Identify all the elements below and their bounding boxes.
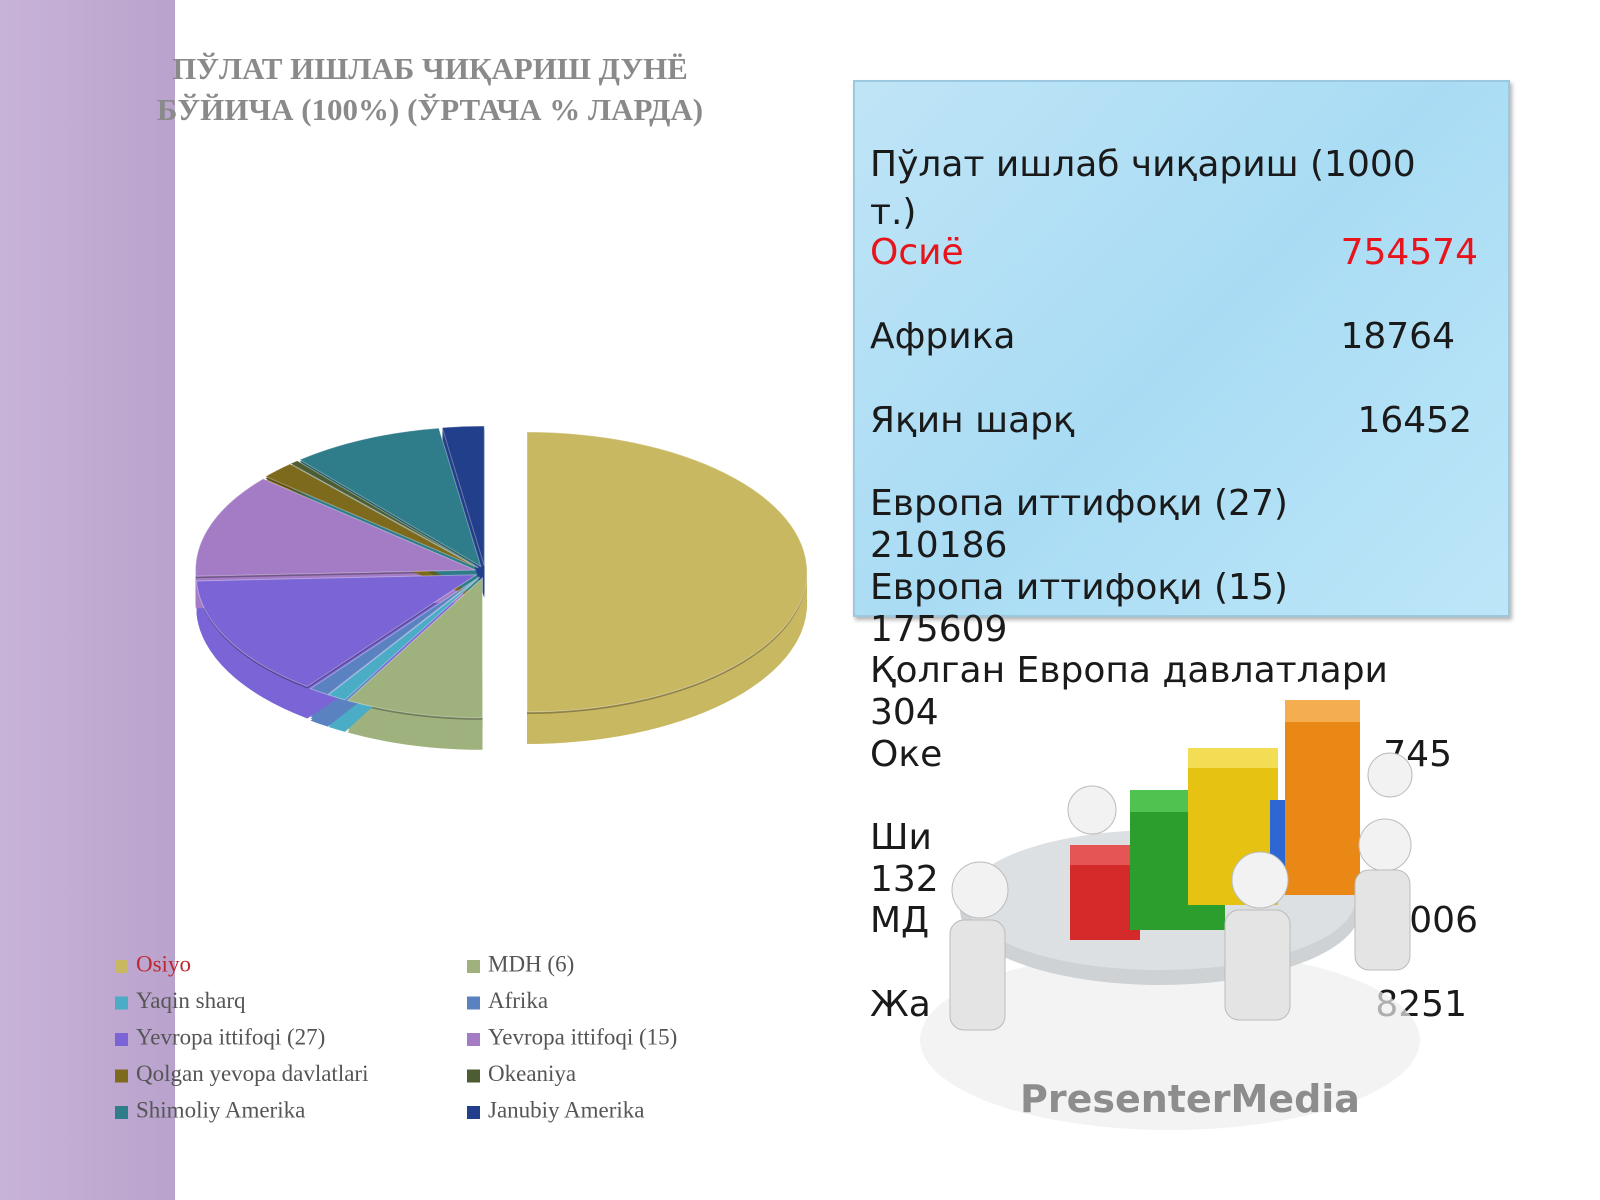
pie-slice (327, 576, 481, 701)
row-label: Европа иттифоқи (27) (870, 483, 1288, 524)
pie-slice (289, 460, 479, 568)
legend-swatch (467, 1106, 480, 1119)
legend-label: MDH (6) (488, 951, 574, 976)
legend-label: Yevropa ittifoqi (15) (488, 1024, 677, 1049)
legend-label: Janubiy Amerika (488, 1097, 645, 1122)
legend-swatch (115, 1069, 128, 1083)
row-label: Осиё (870, 232, 964, 273)
pie-slice (264, 463, 479, 569)
row-value: 304 (870, 692, 939, 733)
legend-swatch (467, 960, 480, 973)
row-label: Европа иттифоқи (15) (870, 567, 1288, 608)
row-label: Ши (870, 817, 932, 858)
row-value: 175609 (870, 609, 1008, 650)
legend-label: Okeaniya (488, 1061, 576, 1086)
row-value: 132 (870, 859, 939, 900)
row-label: МД (870, 900, 930, 941)
side-strip (0, 0, 175, 1200)
legend-swatch (115, 996, 128, 1010)
pie-slice (298, 427, 482, 568)
text-box-title: Пўлат ишлаб чиқариш (1000 т.) (870, 144, 1416, 233)
watermark: PresenterMedia (1020, 1077, 1360, 1121)
row-label: Жа (870, 984, 931, 1025)
pie-slice (526, 431, 808, 713)
pie-slice (309, 576, 480, 696)
pie-slice (346, 576, 484, 719)
row-label: Оке (870, 734, 943, 775)
row-value: 16452 (1357, 400, 1472, 441)
legend-swatch (467, 996, 480, 1010)
row-label: Қолган Европа давлатлари (870, 650, 1388, 691)
row-value: 18764 (1340, 316, 1455, 357)
legend-label: Afrika (488, 988, 548, 1013)
row-label: Африка (870, 316, 1016, 357)
legend-label: Osiyo (136, 951, 191, 976)
pie-slice (441, 425, 485, 567)
legend-label: Yevropa ittifoqi (27) (136, 1024, 325, 1049)
legend-label: Qolgan yevopa davlatlari (136, 1061, 368, 1086)
row-value: 210186 (870, 525, 1008, 566)
row-value: 754574 (1340, 232, 1478, 273)
legend-swatch (115, 1033, 128, 1046)
legend-label: Shimoliy Amerika (136, 1097, 305, 1122)
legend-swatch (115, 1106, 128, 1119)
text-box (853, 80, 1510, 617)
pie-slice (195, 478, 476, 577)
legend-swatch (115, 960, 128, 973)
chart-title: ПЎЛАТ ИШЛАБ ЧИҚАРИШ ДУНЁ БЎЙИЧА (100%) (… (156, 51, 704, 127)
legend-swatch (467, 1069, 480, 1083)
legend-label: Yaqin sharq (136, 988, 246, 1013)
pie-slice (195, 574, 478, 688)
row-label: Яқин шарқ (870, 400, 1075, 441)
legend-swatch (467, 1033, 480, 1046)
